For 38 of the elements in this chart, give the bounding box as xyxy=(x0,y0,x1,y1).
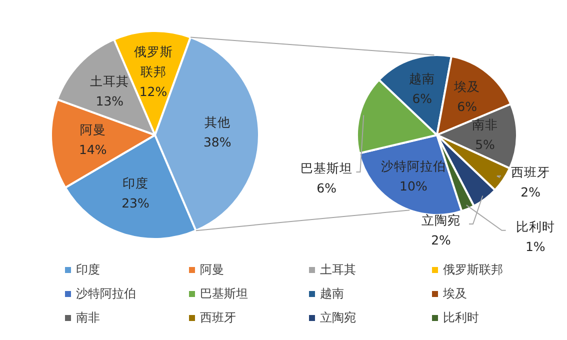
data-label: 10% xyxy=(400,178,428,194)
legend-label: 南非 xyxy=(76,310,100,324)
slice-label: 比利时 xyxy=(516,218,555,234)
legend-label: 沙特阿拉伯 xyxy=(76,286,136,300)
slice-label: 巴基斯坦 xyxy=(300,160,353,176)
slice-label: 俄罗斯联邦 xyxy=(134,44,173,80)
slice-label: 越南 xyxy=(409,70,436,86)
slice-label: 埃及 xyxy=(453,79,480,94)
slice-label: 土耳其 xyxy=(90,74,130,89)
data-label: 6% xyxy=(457,99,478,114)
slice-label: 西班牙 xyxy=(511,164,550,180)
data-label: 12% xyxy=(139,84,168,100)
slice-label: 南非 xyxy=(472,117,498,132)
data-label: 5% xyxy=(475,137,496,152)
legend-label: 比利时 xyxy=(443,310,479,324)
slice-label: 印度 xyxy=(122,176,149,191)
data-label: 38% xyxy=(203,134,232,150)
data-label: 2% xyxy=(520,184,541,200)
slice-label: 沙特阿拉伯 xyxy=(380,158,446,174)
data-label: 6% xyxy=(316,180,337,196)
legend-label: 巴基斯坦 xyxy=(200,286,248,300)
legend-label: 印度 xyxy=(76,262,100,276)
data-label: 2% xyxy=(431,232,452,248)
legend-label: 越南 xyxy=(320,286,344,300)
legend-label: 立陶宛 xyxy=(320,310,356,324)
legend-label: 阿曼 xyxy=(200,262,224,276)
data-label: 23% xyxy=(122,196,150,211)
data-label: 1% xyxy=(525,238,546,254)
legend-label: 埃及 xyxy=(442,286,467,300)
data-label: 14% xyxy=(78,142,107,158)
data-label: 13% xyxy=(96,94,124,109)
legend-label: 土耳其 xyxy=(320,262,356,276)
slice-label: 其他 xyxy=(204,114,230,130)
slice-label: 立陶宛 xyxy=(422,212,460,228)
legend-label: 俄罗斯联邦 xyxy=(443,262,503,276)
legend-label: 西班牙 xyxy=(200,310,236,324)
data-label: 6% xyxy=(412,90,432,106)
slice-label: 阿曼 xyxy=(80,122,106,138)
